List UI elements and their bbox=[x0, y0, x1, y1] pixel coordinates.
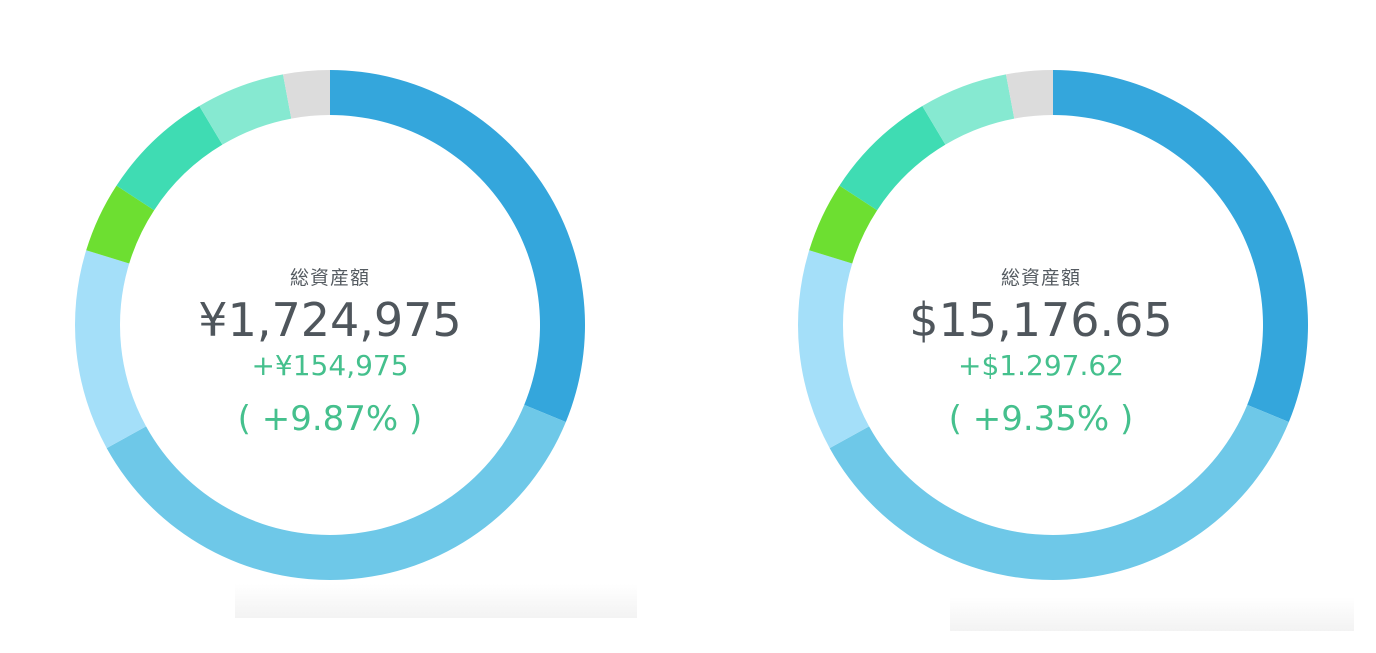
donut-segment-1 bbox=[1053, 70, 1308, 422]
change-amount: +$1.297.62 bbox=[958, 349, 1124, 382]
donut-segment-5 bbox=[839, 106, 946, 211]
summary-jpy: 総資産額 ¥1,724,975 +¥154,975 ( +9.87% ) bbox=[160, 263, 500, 438]
donut-chart-usd bbox=[798, 70, 1308, 581]
donut-segment-5 bbox=[116, 106, 223, 211]
donut-segment-7 bbox=[283, 70, 330, 119]
donut-segment-6 bbox=[199, 74, 292, 145]
summary-usd: 総資産額 $15,176.65 +$1.297.62 ( +9.35% ) bbox=[871, 263, 1211, 438]
total-assets-label: 総資産額 bbox=[289, 267, 370, 289]
donut-segment-4 bbox=[86, 185, 155, 264]
portfolio-card-usd: 総資産額 $15,176.65 +$1.297.62 ( +9.35% ) bbox=[688, 0, 1376, 653]
card-shadow bbox=[235, 584, 637, 618]
donut-segment-3 bbox=[74, 250, 147, 449]
change-amount: +¥154,975 bbox=[251, 349, 409, 382]
donut-segment-4 bbox=[809, 185, 878, 264]
donut-segment-3 bbox=[798, 250, 870, 449]
donut-segment-1 bbox=[330, 70, 585, 422]
donut-segment-6 bbox=[922, 74, 1015, 145]
change-percent: ( +9.35% ) bbox=[948, 399, 1134, 439]
portfolio-card-jpy: 総資産額 ¥1,724,975 +¥154,975 ( +9.87% ) bbox=[74, 70, 637, 618]
donut-chart-jpy bbox=[74, 70, 585, 581]
change-percent: ( +9.87% ) bbox=[237, 399, 423, 439]
donut-segment-7 bbox=[1006, 70, 1053, 119]
total-assets-label: 総資産額 bbox=[1000, 267, 1081, 289]
donut-segment-2 bbox=[106, 404, 566, 581]
total-assets-value: $15,176.65 bbox=[909, 293, 1173, 347]
total-assets-value: ¥1,724,975 bbox=[198, 293, 462, 347]
donut-segment-2 bbox=[829, 404, 1289, 581]
card-shadow bbox=[950, 597, 1354, 631]
